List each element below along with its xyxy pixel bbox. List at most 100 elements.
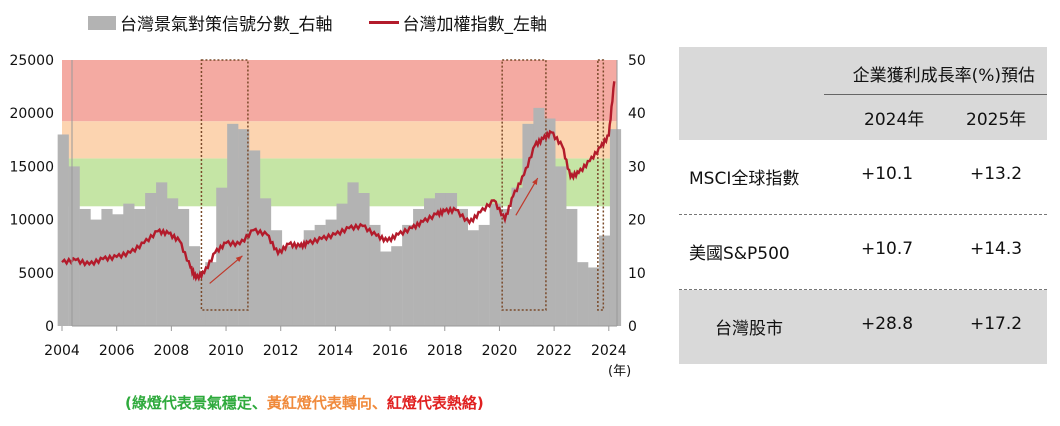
x-tick-label: 2012 [263, 343, 299, 359]
signal-bar [467, 230, 479, 326]
x-tick-label: 2004 [44, 343, 80, 359]
x-tick-label: 2022 [536, 343, 572, 359]
signal-bar [511, 187, 523, 326]
signal-bar [325, 219, 337, 326]
table-header: 企業獲利成長率(%)預估 2024年 2025年 [679, 47, 1047, 140]
signal-bar [336, 203, 348, 326]
signal-bar [205, 262, 217, 326]
x-tick-label: 2024 [591, 343, 627, 359]
signal-bar [478, 224, 490, 326]
signal-bar [167, 198, 179, 326]
signal-bar [227, 123, 239, 326]
right-tick-label: 10 [628, 266, 646, 282]
signal-bar [259, 198, 272, 326]
x-tick-label: 2010 [208, 343, 244, 359]
signal-bar [434, 193, 447, 326]
signal-bar [79, 208, 91, 326]
signal-bar [500, 208, 512, 326]
signal-score-bars [57, 107, 622, 327]
signal-bar [90, 219, 102, 326]
highlight-box [200, 59, 249, 311]
signal-bar [369, 224, 381, 326]
signal-bar [588, 267, 600, 326]
signal-bar [194, 272, 206, 326]
row-2024: +10.1 [861, 164, 914, 184]
right-tick-label: 40 [628, 106, 646, 122]
signal-bar [281, 246, 294, 326]
row-2025: +14.3 [970, 239, 1023, 259]
table-title: 企業獲利成長率(%)預估 [852, 66, 1035, 86]
signal-bar [424, 198, 436, 326]
signal-bar [156, 182, 168, 326]
table-row: MSCI全球指數 +10.1 +13.2 [679, 140, 1047, 215]
signal-bar [177, 208, 190, 326]
signal-bar [112, 214, 124, 326]
caption-orange: 黃紅燈代表轉向、 [266, 394, 387, 412]
signal-bar [270, 230, 283, 326]
table-row: 台灣股市 +28.8 +17.2 [679, 290, 1047, 364]
trend-arrow-head [532, 178, 538, 186]
signal-bar [145, 193, 157, 326]
caption-green: (綠燈代表景氣穩定、 [125, 394, 267, 412]
legend-line-label: 台灣加權指數_左軸 [402, 15, 548, 35]
x-tick-label: 2020 [482, 343, 518, 359]
taiex-series-line [61, 81, 616, 282]
trend-arrow [515, 177, 539, 216]
row-name: MSCI全球指數 [689, 169, 800, 189]
left-tick-label: 0 [45, 319, 54, 335]
table-row: 美國S&P500 +10.7 +14.3 [679, 215, 1047, 290]
signal-bar [566, 208, 578, 326]
signal-bar [347, 182, 359, 326]
axes: 0 5000 10000 15000 20000 25000 0 10 20 30 40 50 2004… [9, 53, 645, 359]
right-tick-label: 30 [628, 159, 646, 175]
x-axis-unit: (年) [608, 364, 632, 379]
x-tick-label: 2006 [99, 343, 135, 359]
trend-arrow-head [235, 255, 243, 263]
signal-bar [123, 203, 135, 326]
legend-bars-label: 台灣景氣對策信號分數_右軸 [120, 15, 333, 35]
left-tick-label: 5000 [18, 266, 54, 282]
zone-caption: (綠燈代表景氣穩定、黃紅燈代表轉向、紅燈代表熱絡) [125, 392, 484, 413]
signal-bar [598, 235, 611, 326]
signal-bar [402, 224, 414, 326]
header-divider [824, 94, 1047, 95]
x-tick-label: 2018 [427, 343, 463, 359]
left-tick-label: 20000 [9, 106, 54, 122]
signal-bar [249, 150, 261, 326]
taiex-line [61, 81, 616, 282]
highlight-boxes [200, 59, 605, 311]
signal-bar [68, 166, 80, 326]
x-tick-label: 2008 [154, 343, 190, 359]
right-tick-label: 0 [628, 319, 637, 335]
left-tick-label: 10000 [9, 213, 54, 229]
right-tick-label: 50 [628, 53, 646, 69]
row-name: 台灣股市 [715, 319, 783, 339]
legend-bars: 台灣景氣對策信號分數_右軸 [88, 10, 333, 35]
row-2024: +28.8 [861, 314, 914, 334]
highlight-box [501, 59, 547, 311]
earnings-growth-table: 企業獲利成長率(%)預估 2024年 2025年 MSCI全球指數 +10.1 … [679, 47, 1047, 364]
signal-bar [456, 208, 468, 326]
signal-bar [134, 208, 146, 326]
signal-bar [380, 251, 392, 326]
signal-bar [413, 208, 425, 326]
left-tick-label: 15000 [9, 159, 54, 175]
signal-bar [577, 262, 589, 326]
row-name: 美國S&P500 [689, 244, 790, 264]
highlight-box [597, 59, 605, 311]
signal-bar [303, 230, 315, 326]
row-2025: +13.2 [970, 164, 1023, 184]
legend-bars-swatch [88, 15, 116, 30]
signal-bar [533, 107, 545, 326]
signal-bar [489, 203, 501, 326]
signal-bar [391, 246, 403, 326]
row-2025: +17.2 [970, 314, 1023, 334]
legend-line: 台灣加權指數_左軸 [368, 10, 548, 35]
trend-arrow [209, 255, 243, 284]
x-tick-label: 2016 [372, 343, 408, 359]
signal-bar [101, 208, 113, 326]
x-tick-label: 2014 [318, 343, 354, 359]
signal-bar [445, 193, 458, 326]
signal-bar [292, 246, 304, 326]
